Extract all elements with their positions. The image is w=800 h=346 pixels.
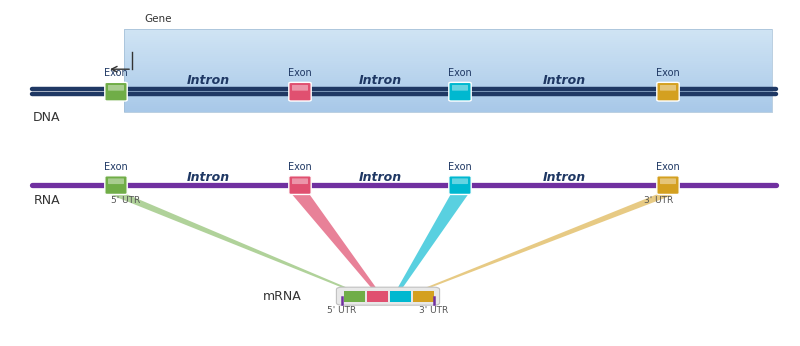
Text: RNA: RNA xyxy=(34,194,60,207)
Bar xyxy=(367,291,388,302)
Bar xyxy=(124,92,772,94)
Bar xyxy=(124,38,772,40)
FancyBboxPatch shape xyxy=(105,82,127,101)
Bar xyxy=(124,94,772,96)
Bar xyxy=(124,90,772,92)
Bar xyxy=(124,108,772,110)
Bar xyxy=(414,291,434,302)
Text: DNA: DNA xyxy=(33,111,60,124)
FancyBboxPatch shape xyxy=(336,287,440,305)
Text: Exon: Exon xyxy=(448,68,472,78)
FancyBboxPatch shape xyxy=(449,82,471,101)
FancyBboxPatch shape xyxy=(108,85,124,91)
Text: Exon: Exon xyxy=(448,162,472,172)
Text: 3' UTR: 3' UTR xyxy=(643,196,673,205)
Bar xyxy=(124,58,772,61)
FancyBboxPatch shape xyxy=(660,179,676,184)
Text: Intron: Intron xyxy=(186,171,230,184)
Bar xyxy=(124,77,772,79)
Polygon shape xyxy=(107,193,352,290)
Bar xyxy=(344,291,365,302)
FancyBboxPatch shape xyxy=(105,176,127,194)
FancyBboxPatch shape xyxy=(289,176,311,194)
Text: Intron: Intron xyxy=(358,171,402,184)
Bar xyxy=(124,81,772,83)
Polygon shape xyxy=(291,193,378,290)
Bar xyxy=(124,75,772,77)
Bar xyxy=(124,83,772,85)
Bar xyxy=(124,44,772,46)
Bar xyxy=(124,102,772,104)
Bar xyxy=(124,54,772,56)
Text: Intron: Intron xyxy=(542,74,586,87)
Bar xyxy=(124,73,772,75)
Bar xyxy=(124,100,772,102)
Bar xyxy=(124,69,772,71)
FancyBboxPatch shape xyxy=(289,82,311,101)
Bar xyxy=(124,104,772,106)
FancyBboxPatch shape xyxy=(449,176,471,194)
FancyBboxPatch shape xyxy=(452,85,468,91)
FancyBboxPatch shape xyxy=(108,179,124,184)
Bar xyxy=(124,29,772,31)
FancyBboxPatch shape xyxy=(657,82,679,101)
Text: Exon: Exon xyxy=(104,162,128,172)
Text: Exon: Exon xyxy=(288,68,312,78)
Bar xyxy=(124,71,772,73)
FancyBboxPatch shape xyxy=(292,179,308,184)
Bar xyxy=(124,46,772,48)
Bar xyxy=(124,36,772,38)
Bar xyxy=(124,42,772,44)
FancyBboxPatch shape xyxy=(657,176,679,194)
Text: Gene: Gene xyxy=(144,14,171,24)
Bar xyxy=(124,88,772,90)
Text: Intron: Intron xyxy=(542,171,586,184)
Text: Intron: Intron xyxy=(358,74,402,87)
Bar xyxy=(124,110,772,112)
Bar xyxy=(124,48,772,50)
FancyBboxPatch shape xyxy=(292,85,308,91)
Bar xyxy=(124,98,772,100)
Bar xyxy=(124,29,772,112)
Bar xyxy=(124,96,772,98)
Polygon shape xyxy=(421,193,677,290)
Text: Exon: Exon xyxy=(288,162,312,172)
Polygon shape xyxy=(397,193,469,290)
Bar xyxy=(390,291,411,302)
Bar xyxy=(124,67,772,69)
Text: Exon: Exon xyxy=(656,162,680,172)
Bar xyxy=(124,79,772,81)
Text: 5' UTR: 5' UTR xyxy=(327,306,357,315)
Text: 5' UTR: 5' UTR xyxy=(111,196,141,205)
Text: Exon: Exon xyxy=(656,68,680,78)
Bar xyxy=(124,106,772,108)
Text: mRNA: mRNA xyxy=(263,290,302,303)
FancyBboxPatch shape xyxy=(452,179,468,184)
Bar xyxy=(124,56,772,58)
Bar xyxy=(124,40,772,42)
Bar xyxy=(124,61,772,63)
Text: Exon: Exon xyxy=(104,68,128,78)
Bar xyxy=(124,65,772,67)
Bar xyxy=(124,50,772,52)
Text: 3' UTR: 3' UTR xyxy=(419,306,449,315)
Bar xyxy=(124,34,772,36)
Bar xyxy=(124,52,772,54)
Text: Intron: Intron xyxy=(186,74,230,87)
Bar xyxy=(124,63,772,65)
FancyBboxPatch shape xyxy=(660,85,676,91)
Bar xyxy=(124,85,772,88)
Bar xyxy=(124,31,772,34)
